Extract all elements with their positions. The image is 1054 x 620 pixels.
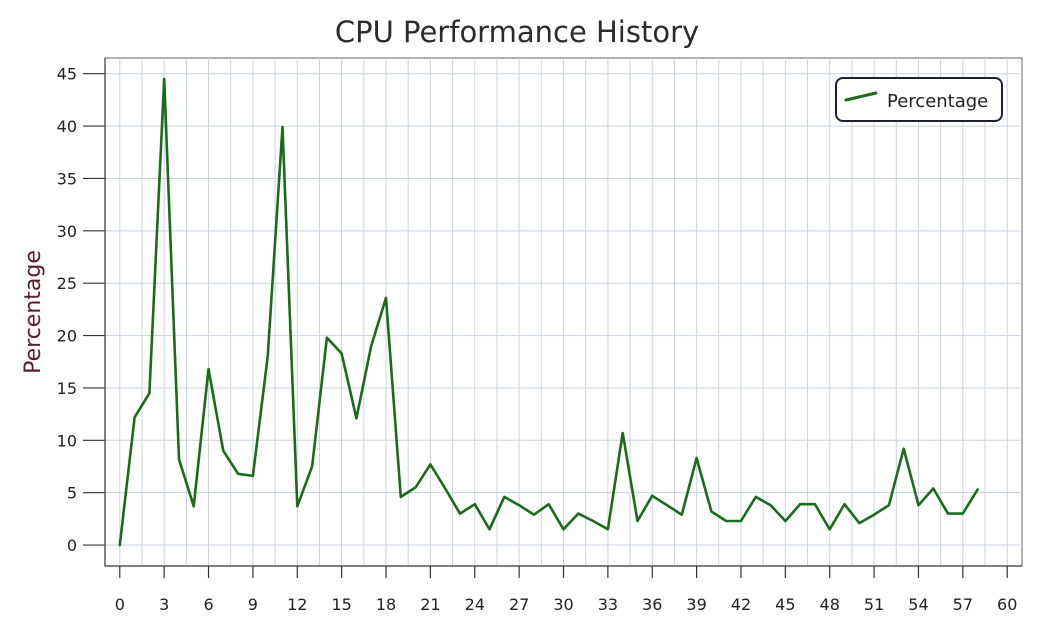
y-tick-label: 15: [57, 379, 77, 398]
x-tick-label: 15: [331, 595, 351, 614]
chart-title: CPU Performance History: [335, 15, 699, 49]
x-tick-label: 36: [642, 595, 662, 614]
y-tick-label: 0: [67, 536, 77, 555]
x-tick-label: 39: [686, 595, 706, 614]
x-tick-label: 27: [509, 595, 529, 614]
x-tick-label: 24: [465, 595, 485, 614]
x-tick-label: 54: [908, 595, 928, 614]
x-tick-label: 30: [553, 595, 573, 614]
x-tick-label: 45: [775, 595, 795, 614]
x-tick-label: 21: [420, 595, 440, 614]
y-tick-label: 45: [57, 65, 77, 84]
x-tick-label: 51: [864, 595, 884, 614]
y-tick-label: 20: [57, 327, 77, 346]
y-tick-label: 35: [57, 169, 77, 188]
x-tick-label: 3: [159, 595, 169, 614]
x-tick-label: 60: [997, 595, 1017, 614]
x-tick-label: 57: [953, 595, 973, 614]
legend-box: [835, 77, 1003, 122]
x-tick-label: 0: [115, 595, 125, 614]
y-tick-label: 10: [57, 431, 77, 450]
legend-label: Percentage: [887, 91, 988, 112]
y-tick-label: 5: [67, 484, 77, 503]
x-tick-label: 18: [376, 595, 396, 614]
series-line-percentage: [118, 77, 979, 547]
x-tick-label: 12: [287, 595, 307, 614]
x-tick-label: 42: [731, 595, 751, 614]
x-tick-label: 9: [248, 595, 258, 614]
y-axis-label: Percentage: [21, 250, 46, 374]
y-tick-label: 40: [57, 117, 77, 136]
series-lines: [118, 77, 979, 547]
x-tick-label: 33: [598, 595, 618, 614]
x-tick-label: 48: [820, 595, 840, 614]
legend-swatch: [844, 91, 878, 102]
x-tick-label: 6: [203, 595, 213, 614]
axes: [83, 58, 1022, 578]
y-tick-label: 25: [57, 274, 77, 293]
y-tick-label: 30: [57, 222, 77, 241]
legend: Percentage: [835, 77, 1003, 122]
